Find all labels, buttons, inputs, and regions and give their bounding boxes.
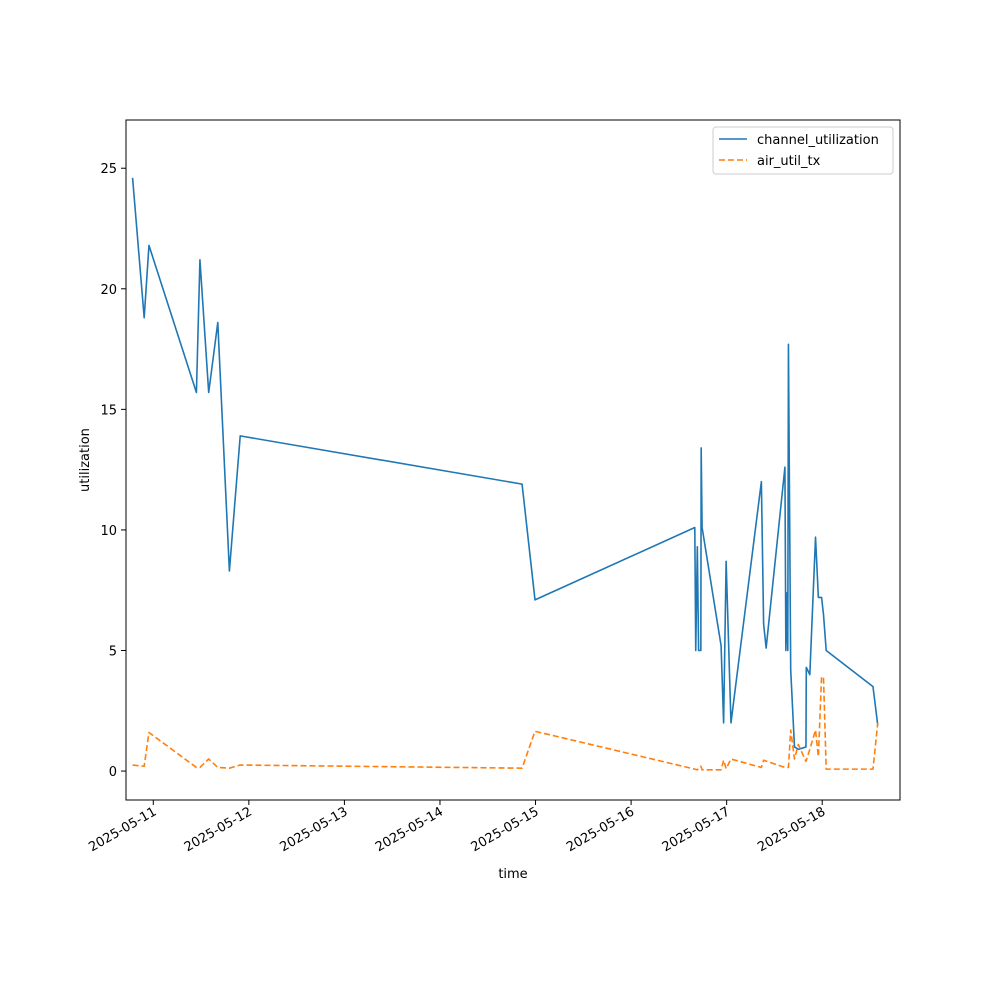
x-axis-label: time [498, 867, 527, 882]
legend-box [712, 126, 894, 175]
plot-frame [125, 119, 901, 801]
legend-label: air_util_tx [757, 154, 821, 169]
y-axis: 0 5 10 15 20 25 [100, 162, 126, 780]
y-tick-label: 20 [100, 283, 117, 298]
y-tick-label: 10 [100, 524, 117, 539]
series-line-air-util-tx [132, 676, 879, 771]
y-tick-label: 0 [109, 765, 117, 780]
series-line-channel-utilization [131, 177, 879, 751]
y-tick-label: 25 [100, 162, 117, 177]
legend-label: channel_utilization [757, 133, 879, 148]
y-tick-label: 5 [109, 644, 117, 659]
y-tick-label: 15 [100, 403, 117, 418]
legend: channel_utilization air_util_tx [712, 126, 894, 175]
series-layer [131, 177, 879, 771]
y-axis-label: utilization [78, 428, 93, 492]
